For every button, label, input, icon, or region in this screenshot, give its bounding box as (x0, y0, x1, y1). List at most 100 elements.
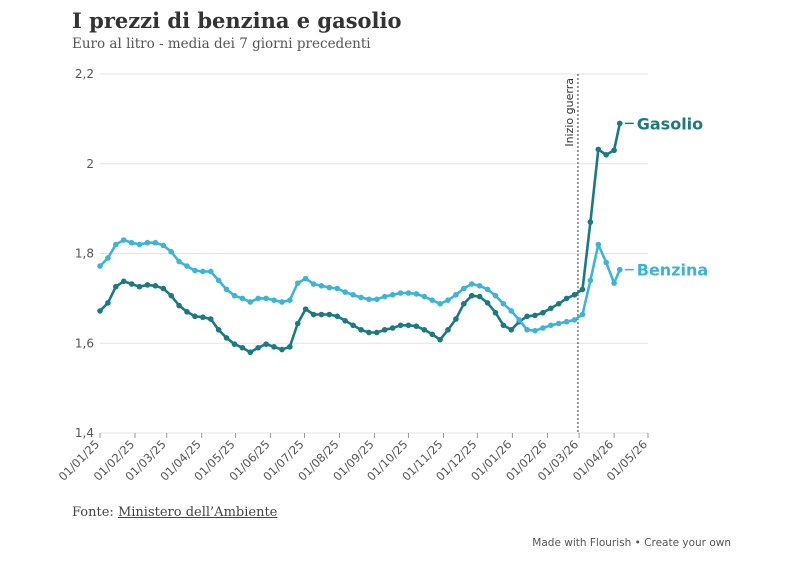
benzina-data-point[interactable] (97, 263, 103, 269)
benzina-data-point[interactable] (421, 293, 428, 300)
gasolio-data-point[interactable] (413, 323, 420, 329)
gasolio-data-point[interactable] (287, 344, 293, 350)
gasolio-data-point[interactable] (548, 305, 554, 312)
gasolio-data-point[interactable] (532, 312, 538, 319)
benzina-data-point[interactable] (168, 248, 174, 255)
benzina-data-point[interactable] (492, 292, 499, 299)
gasolio-data-point[interactable] (555, 300, 562, 307)
gasolio-data-point[interactable] (429, 331, 435, 338)
gasolio-data-point[interactable] (200, 314, 206, 321)
gasolio-data-point[interactable] (540, 309, 546, 316)
benzina-data-point[interactable] (429, 297, 435, 303)
benzina-data-point[interactable] (113, 241, 119, 248)
benzina-data-point[interactable] (184, 263, 190, 269)
gasolio-data-point[interactable] (192, 313, 198, 320)
gasolio-data-point[interactable] (279, 346, 285, 353)
benzina-data-point[interactable] (200, 268, 206, 275)
gasolio-data-point[interactable] (120, 278, 127, 285)
benzina-data-point[interactable] (476, 283, 483, 289)
gasolio-data-point[interactable] (484, 300, 491, 306)
gasolio-data-point[interactable] (603, 151, 609, 158)
benzina-data-point[interactable] (128, 239, 135, 246)
gasolio-data-point[interactable] (105, 300, 111, 306)
gasolio-data-point[interactable] (263, 341, 269, 347)
gasolio-data-point[interactable] (461, 300, 467, 307)
benzina-data-point[interactable] (540, 325, 546, 331)
benzina-data-point[interactable] (445, 297, 451, 303)
made-with-flourish-link[interactable]: Made with Flourish (532, 537, 632, 549)
gasolio-data-point[interactable] (445, 326, 451, 333)
gasolio-data-point[interactable] (184, 309, 190, 315)
benzina-data-point[interactable] (144, 239, 151, 246)
gasolio-data-point[interactable] (152, 283, 159, 289)
benzina-data-point[interactable] (105, 255, 111, 261)
gasolio-data-point[interactable] (271, 344, 277, 350)
gasolio-data-point[interactable] (595, 146, 602, 153)
benzina-data-point[interactable] (176, 258, 182, 265)
gasolio-data-point[interactable] (207, 316, 214, 322)
benzina-data-point[interactable] (548, 322, 554, 329)
gasolio-data-point[interactable] (97, 308, 103, 314)
benzina-data-point[interactable] (532, 327, 538, 334)
benzina-data-point[interactable] (350, 291, 356, 298)
benzina-data-point[interactable] (207, 268, 214, 275)
benzina-data-point[interactable] (120, 237, 127, 243)
gasolio-data-point[interactable] (128, 281, 135, 287)
benzina-data-point[interactable] (397, 290, 404, 296)
benzina-data-point[interactable] (334, 285, 341, 292)
gasolio-data-point[interactable] (405, 322, 412, 329)
gasolio-data-point[interactable] (342, 318, 348, 324)
benzina-data-point[interactable] (358, 294, 364, 301)
benzina-data-point[interactable] (223, 286, 230, 293)
benzina-data-point[interactable] (310, 281, 317, 287)
benzina-data-point[interactable] (326, 284, 333, 291)
benzina-data-point[interactable] (603, 259, 609, 266)
gasolio-data-point[interactable] (318, 311, 325, 318)
benzina-data-point[interactable] (611, 280, 617, 286)
benzina-data-point[interactable] (579, 311, 586, 318)
benzina-data-point[interactable] (453, 291, 459, 298)
gasolio-data-point[interactable] (421, 326, 428, 333)
gasolio-data-point[interactable] (255, 344, 261, 351)
benzina-data-point[interactable] (413, 291, 420, 297)
benzina-data-point[interactable] (563, 318, 570, 325)
gasolio-data-point[interactable] (437, 336, 443, 343)
gasolio-data-point[interactable] (239, 344, 246, 351)
benzina-data-point[interactable] (239, 295, 246, 302)
gasolio-data-point[interactable] (579, 286, 586, 293)
benzina-data-point[interactable] (302, 275, 309, 282)
benzina-data-point[interactable] (381, 293, 388, 300)
gasolio-data-point[interactable] (563, 295, 570, 302)
gasolio-data-point[interactable] (524, 313, 530, 320)
gasolio-data-point[interactable] (247, 349, 254, 356)
gasolio-data-point[interactable] (350, 322, 356, 329)
gasolio-data-point[interactable] (500, 322, 507, 329)
benzina-data-point[interactable] (255, 295, 261, 302)
benzina-data-point[interactable] (318, 283, 325, 289)
benzina-data-point[interactable] (484, 286, 491, 293)
gasolio-data-point[interactable] (215, 326, 222, 333)
benzina-data-point[interactable] (247, 299, 254, 305)
benzina-data-point[interactable] (215, 277, 222, 284)
benzina-data-point[interactable] (366, 296, 372, 303)
benzina-data-point[interactable] (508, 308, 515, 314)
gasolio-data-point[interactable] (616, 120, 623, 127)
benzina-data-point[interactable] (461, 285, 467, 292)
gasolio-data-point[interactable] (468, 292, 475, 299)
create-your-own-link[interactable]: Create your own (644, 537, 731, 549)
source-link[interactable]: Ministero dell’Ambiente (117, 505, 278, 520)
gasolio-data-point[interactable] (176, 302, 182, 309)
benzina-data-point[interactable] (616, 266, 623, 273)
gasolio-data-point[interactable] (476, 293, 483, 300)
gasolio-data-point[interactable] (492, 309, 499, 316)
benzina-data-point[interactable] (287, 297, 293, 303)
gasolio-data-point[interactable] (571, 291, 578, 298)
benzina-data-point[interactable] (271, 297, 277, 303)
benzina-data-point[interactable] (405, 290, 412, 296)
gasolio-data-point[interactable] (302, 306, 309, 312)
benzina-data-point[interactable] (192, 267, 198, 274)
gasolio-data-point[interactable] (160, 285, 167, 292)
benzina-data-point[interactable] (342, 289, 348, 295)
benzina-data-point[interactable] (468, 281, 475, 287)
benzina-data-point[interactable] (595, 241, 602, 248)
